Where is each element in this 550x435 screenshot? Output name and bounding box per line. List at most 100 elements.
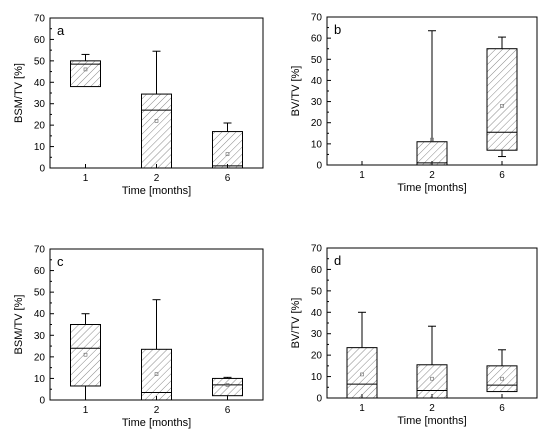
mean-marker <box>154 119 159 123</box>
x-tick-label: 1 <box>83 173 89 184</box>
box-fill <box>417 364 447 398</box>
mean-marker <box>83 352 88 357</box>
box-2 <box>141 299 172 401</box>
y-tick-label: 70 <box>311 13 323 24</box>
x-tick-label: 2 <box>429 403 435 414</box>
box-fill <box>141 94 172 168</box>
y-tick-label: 40 <box>311 76 323 87</box>
x-tick-label: 2 <box>429 170 435 181</box>
y-tick-label: 0 <box>316 161 322 172</box>
y-axis-label: BSM/TV [%] <box>13 63 25 123</box>
y-tick-label: 40 <box>34 309 46 320</box>
y-tick-label: 0 <box>39 396 45 407</box>
y-tick-label: 10 <box>311 139 323 150</box>
box-6 <box>486 349 518 393</box>
y-tick-label: 60 <box>311 34 323 45</box>
mean-marker <box>360 372 364 377</box>
box-outline <box>486 48 518 151</box>
x-tick-label: 2 <box>154 173 160 184</box>
y-tick-label: 10 <box>311 372 323 383</box>
y-tick-label: 30 <box>34 331 46 342</box>
y-tick-label: 20 <box>311 351 323 362</box>
box-fill <box>487 48 517 151</box>
box-fill <box>212 131 243 168</box>
y-axis-label: BV/TV [%] <box>290 298 302 349</box>
x-tick-label: 6 <box>499 403 505 414</box>
y-tick-label: 60 <box>311 265 323 276</box>
mean-marker <box>500 104 504 108</box>
chart-panel-c: 0 10 20 30 40 50 60 70 1 2 6 Time [months] BSM/TV [%… <box>13 245 264 429</box>
box-outline <box>141 348 172 401</box>
chart-panel-a: 0 10 20 30 40 50 60 70 1 2 6 Time [months] BSM/TV [%… <box>13 14 264 197</box>
box-6 <box>486 36 518 158</box>
y-tick-label: 40 <box>311 308 323 319</box>
box-outline <box>416 364 448 399</box>
y-axis-label: BSM/TV [%] <box>13 295 25 355</box>
box-2 <box>416 325 448 399</box>
y-tick-label: 70 <box>34 14 46 25</box>
mean-marker <box>225 152 230 156</box>
chart-panel-b: 0 10 20 30 40 50 60 70 1 2 6 Time [months] BV/TV [%]… <box>290 13 538 194</box>
box-2 <box>141 50 172 169</box>
panel-label: b <box>334 22 341 37</box>
x-tick-label: 6 <box>499 170 505 181</box>
y-tick-label: 30 <box>34 99 46 110</box>
mean-marker <box>83 67 88 72</box>
y-tick-label: 20 <box>34 352 46 363</box>
y-tick-label: 0 <box>39 164 45 175</box>
box-fill <box>212 378 243 396</box>
box-outline <box>212 377 243 397</box>
box-outline <box>346 347 378 399</box>
panel-label: c <box>57 254 64 269</box>
x-tick-label: 1 <box>83 405 89 416</box>
mean-marker <box>154 372 159 376</box>
x-tick-label: 6 <box>225 173 231 184</box>
box-fill <box>417 141 447 165</box>
y-tick-label: 10 <box>34 374 46 385</box>
box-6 <box>212 376 243 397</box>
y-tick-label: 60 <box>34 35 46 46</box>
y-tick-label: 60 <box>34 266 46 277</box>
y-tick-label: 70 <box>34 245 46 256</box>
y-tick-label: 40 <box>34 78 46 89</box>
x-tick-label: 1 <box>359 170 365 181</box>
box-fill <box>487 365 517 392</box>
y-tick-label: 10 <box>34 142 46 153</box>
mean-marker <box>430 376 434 381</box>
box-1 <box>70 53 101 88</box>
y-tick-label: 30 <box>311 329 323 340</box>
x-axis-label: Time [months] <box>122 185 191 197</box>
y-tick-label: 50 <box>34 56 46 67</box>
y-tick-label: 70 <box>311 244 323 255</box>
box-outline <box>70 324 101 387</box>
mean-marker <box>430 137 434 142</box>
chart-panel-d: 0 10 20 30 40 50 60 70 1 2 6 Time [months] BV/TV [%]… <box>290 244 538 427</box>
x-axis-label: Time [months] <box>397 415 466 427</box>
y-tick-label: 30 <box>311 97 323 108</box>
y-tick-label: 50 <box>34 288 46 299</box>
y-tick-label: 50 <box>311 55 323 66</box>
x-tick-label: 6 <box>225 405 231 416</box>
box-2 <box>416 30 448 166</box>
panel-label: a <box>57 23 65 38</box>
box-outline <box>70 60 101 88</box>
box-outline <box>141 93 172 169</box>
box-6 <box>212 122 243 169</box>
y-tick-label: 20 <box>34 121 46 132</box>
y-axis-label: BV/TV [%] <box>290 66 302 117</box>
box-outline <box>486 365 518 393</box>
box-fill <box>70 324 101 386</box>
mean-marker <box>225 383 230 387</box>
x-axis-label: Time [months] <box>122 417 191 429</box>
box-outline <box>212 131 243 169</box>
box-fill <box>70 60 101 87</box>
x-axis-label: Time [months] <box>397 182 466 194</box>
box-1 <box>346 311 378 399</box>
x-tick-label: 1 <box>359 403 365 414</box>
x-tick-label: 2 <box>154 405 160 416</box>
y-tick-label: 20 <box>311 118 323 129</box>
panel-label: d <box>334 253 341 268</box>
box-fill <box>141 349 172 400</box>
box-1 <box>70 313 101 401</box>
